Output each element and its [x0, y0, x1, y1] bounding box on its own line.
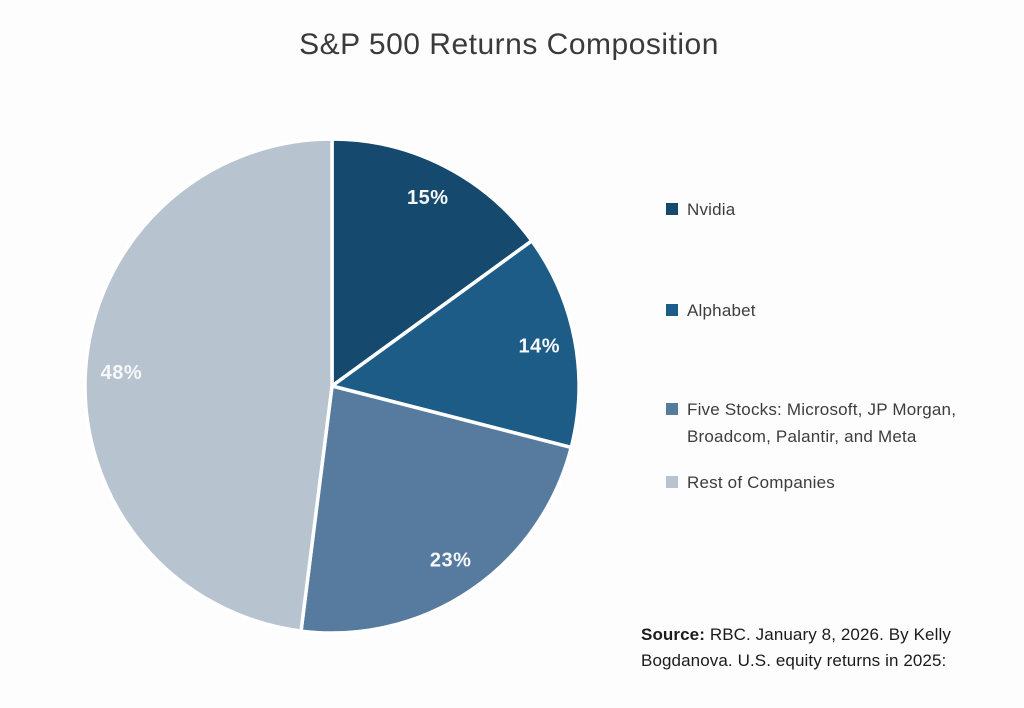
legend-swatch — [666, 403, 678, 415]
pie-slice-3 — [83, 137, 334, 633]
source-note: Source: RBC. January 8, 2026. By Kelly B… — [641, 622, 1019, 674]
source-text: RBC. January 8, 2026. By Kelly Bogdanova… — [641, 625, 951, 670]
legend-label: Nvidia — [687, 200, 736, 219]
pie-slice-label: 14% — [519, 336, 561, 358]
legend-swatch — [666, 304, 678, 316]
pie-slice-2 — [299, 384, 573, 635]
legend-label: Rest of Companies — [687, 473, 835, 492]
legend-swatch — [666, 203, 678, 215]
legend-item-alphabet: Alphabet — [666, 297, 996, 324]
pie-slice-0 — [330, 137, 534, 388]
pie-slice-1 — [330, 239, 581, 450]
legend-label: Five Stocks: Microsoft, JP Morgan, Broad… — [687, 400, 957, 446]
legend-item-five-stocks: Five Stocks: Microsoft, JP Morgan, Broad… — [666, 396, 996, 450]
pie-slice-label: 23% — [430, 550, 472, 572]
legend: Nvidia Alphabet Five Stocks: Microsoft, … — [666, 196, 996, 496]
legend-swatch — [666, 476, 678, 488]
pie-slice-label: 15% — [407, 187, 449, 209]
pie-slice-label: 48% — [101, 362, 143, 384]
legend-item-nvidia: Nvidia — [666, 196, 996, 223]
legend-item-rest-of-companies: Rest of Companies — [666, 469, 996, 496]
source-label: Source: — [641, 625, 705, 644]
legend-label: Alphabet — [687, 301, 756, 320]
pie-chart: 15% 14% 23% 48% — [83, 137, 581, 635]
chart-title: S&P 500 Returns Composition — [299, 28, 719, 61]
